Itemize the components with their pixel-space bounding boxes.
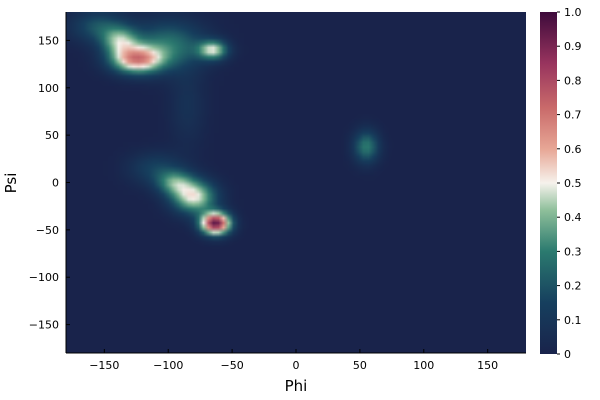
colorbar-tick-label: 0.3: [564, 245, 582, 258]
y-tick-label: 100: [38, 82, 59, 95]
x-axis-title: Phi: [285, 377, 308, 395]
y-tick-label: −50: [36, 224, 59, 237]
x-tick-label: 150: [477, 359, 498, 372]
x-tick-label: −150: [89, 359, 119, 372]
colorbar-tick-label: 0.5: [564, 177, 582, 190]
x-tick-label: −100: [153, 359, 183, 372]
heatmap-density-image: [66, 12, 526, 353]
y-tick-label: −100: [29, 271, 59, 284]
colorbar-gradient: [540, 12, 557, 354]
x-tick-label: 100: [413, 359, 434, 372]
colorbar: 0 0.1 0.2 0.3 0.4 0.5 0.6 0.7 0.8 0.9 1.0: [540, 6, 582, 361]
y-axis: −150 −100 −50 0 50 100 150: [29, 12, 70, 353]
y-tick-label: −150: [29, 319, 59, 332]
x-tick-label: 0: [293, 359, 300, 372]
colorbar-tick-label: 1.0: [564, 6, 582, 19]
y-tick-label: 0: [52, 177, 59, 190]
y-tick-label: 150: [38, 34, 59, 47]
colorbar-tick-label: 0.9: [564, 40, 582, 53]
x-tick-label: −50: [221, 359, 244, 372]
colorbar-tick-label: 0.7: [564, 109, 582, 122]
y-axis-title: Psi: [2, 173, 20, 194]
colorbar-tick-label: 0.1: [564, 314, 582, 327]
colorbar-tick-label: 0.2: [564, 280, 582, 293]
plot-area: [66, 12, 526, 353]
x-tick-label: 50: [353, 359, 367, 372]
colorbar-tick-label: 0.6: [564, 143, 582, 156]
y-tick-label: 50: [45, 129, 59, 142]
colorbar-tick-label: 0.8: [564, 74, 582, 87]
x-axis: −150 −100 −50 0 50 100 150: [66, 349, 526, 372]
colorbar-tick-label: 0: [564, 348, 571, 361]
colorbar-tick-label: 0.4: [564, 211, 582, 224]
